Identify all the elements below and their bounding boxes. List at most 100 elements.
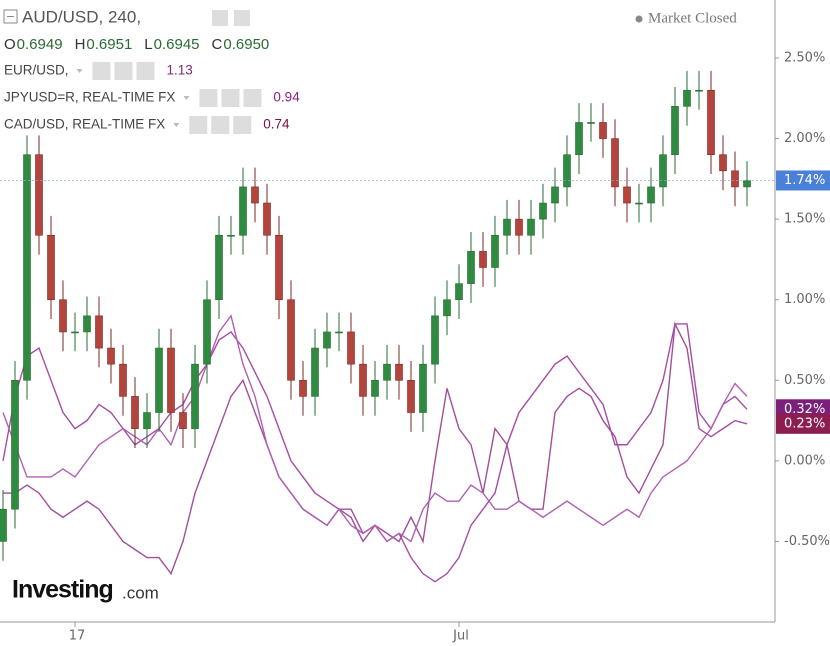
plot	[0, 70, 775, 583]
candle-body	[491, 234, 499, 268]
candle-body	[431, 315, 439, 365]
legend-icon[interactable]	[233, 116, 252, 134]
candle-body	[335, 331, 343, 334]
x-tick-label: 17	[69, 629, 86, 644]
candle-body	[119, 363, 127, 397]
legend-caret	[173, 123, 180, 127]
candle-body	[275, 234, 283, 301]
logo-suffix: .com	[122, 583, 159, 602]
candle-body	[563, 154, 571, 188]
candle-body	[215, 234, 223, 301]
legend-icon[interactable]	[199, 89, 218, 107]
ohlc-value: 0.6951	[86, 36, 132, 53]
y-tick-label: 0.50%	[784, 373, 825, 388]
collapse-icon[interactable]	[3, 9, 18, 24]
candle-body	[419, 363, 427, 413]
candle-body	[611, 138, 619, 188]
y-tick-label: 1.00%	[784, 292, 825, 307]
legend-caret	[183, 96, 190, 100]
candle-body	[59, 299, 67, 333]
series-last-label: 0.32%	[784, 402, 825, 417]
legend-value: 0.74	[263, 117, 290, 132]
candle-body	[359, 363, 367, 397]
legend-icon[interactable]	[211, 116, 230, 134]
candle-body	[443, 299, 451, 317]
x-tick-label: Jul	[452, 629, 469, 644]
candle-body	[719, 154, 727, 172]
market-status: Market Closed	[648, 10, 737, 26]
candle-body	[167, 347, 175, 413]
ohlc-key: H	[75, 36, 86, 53]
legend-icon[interactable]	[243, 89, 262, 107]
candle-body	[23, 154, 31, 381]
candle-body	[11, 379, 19, 510]
candle-body	[695, 89, 703, 92]
candle-body	[731, 170, 739, 188]
candle-body	[551, 186, 559, 204]
candle-body	[455, 283, 463, 301]
candle-body	[347, 331, 355, 365]
y-tick-label: -0.50%	[784, 534, 830, 549]
y-tick-label: 2.50%	[784, 51, 825, 66]
candle-body	[683, 89, 691, 107]
candle-body	[635, 202, 643, 205]
candle-body	[539, 202, 547, 220]
legend-icon[interactable]	[136, 62, 155, 80]
candle-body	[179, 412, 187, 429]
candle-body	[191, 363, 199, 429]
icon[interactable]	[212, 10, 228, 26]
y-tick-label: 2.00%	[784, 131, 825, 146]
series-line	[2, 314, 748, 543]
ohlc-key: C	[212, 36, 223, 53]
ohlc-value: 0.6949	[17, 36, 63, 53]
candle-body	[287, 299, 295, 381]
legend-name: JPYUSD=R, REAL-TIME FX	[4, 90, 175, 105]
last-price-label: 1.74%	[784, 173, 825, 188]
candle-body	[47, 234, 55, 301]
candle-body	[251, 186, 259, 204]
logo-brand: Investing	[12, 576, 113, 604]
candle-body	[407, 379, 415, 413]
legend-icon[interactable]	[92, 62, 111, 80]
candle-body	[527, 218, 535, 236]
candle-body	[599, 122, 607, 139]
candle-body	[95, 315, 103, 349]
ohlc-value: 0.6945	[154, 36, 200, 53]
legend-name: EUR/USD,	[4, 63, 69, 78]
candle-body	[371, 379, 379, 397]
legend-icon[interactable]	[114, 62, 133, 80]
candle-body	[107, 347, 115, 365]
legend-name: CAD/USD, REAL-TIME FX	[4, 117, 165, 132]
icon[interactable]	[234, 10, 250, 26]
legend-caret	[76, 69, 83, 73]
candle-body	[383, 363, 391, 381]
candle-body	[479, 251, 487, 268]
candle-body	[83, 315, 91, 333]
y-tick-label: 0.00%	[784, 453, 825, 468]
candle-body	[155, 347, 163, 413]
candle-body	[311, 347, 319, 397]
legend-icon[interactable]	[221, 89, 240, 107]
candle-body	[0, 508, 7, 542]
candle-body	[299, 379, 307, 397]
candle-body	[587, 122, 595, 124]
candle-body	[515, 218, 523, 236]
status-dot	[635, 15, 643, 23]
candle-body	[263, 202, 271, 236]
candle-body	[239, 186, 247, 236]
candle-body	[707, 89, 715, 155]
candle-body	[743, 180, 751, 188]
candle-body	[575, 122, 583, 155]
candle-body	[71, 331, 79, 334]
candle-body	[623, 186, 631, 204]
candle-body	[659, 154, 667, 188]
candle-body	[503, 218, 511, 236]
legend-value: 1.13	[167, 63, 193, 78]
y-tick-label: 1.50%	[784, 212, 825, 227]
candle-body	[35, 154, 43, 236]
candle-body	[671, 106, 679, 155]
legend-icon[interactable]	[189, 116, 208, 134]
candle-body	[323, 331, 331, 349]
candle-body	[647, 186, 655, 204]
